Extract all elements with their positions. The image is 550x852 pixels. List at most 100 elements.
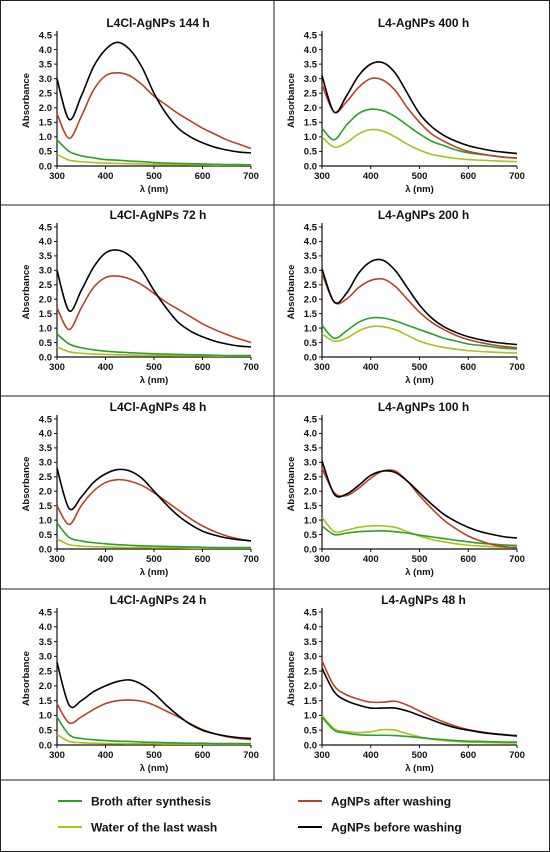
x-tick-label: 400 [363,362,379,373]
y-tick-label: 3.0 [304,652,317,663]
series-line-after [321,467,518,549]
x-tick-label: 300 [314,171,330,182]
x-axis-title: λ (nm) [140,184,169,195]
chart-panel: L4Cl-AgNPs 144 h 0.0 0.5 1.0 1.5 2.0 2.5 3.0 3.5… [21,16,259,195]
x-tick-label: 500 [412,171,428,182]
x-tick-label: 500 [412,362,428,373]
series-line-water [321,516,518,549]
chart-title: L4-AgNPs 400 h [378,16,469,30]
y-axis-title: Absorbance [286,265,297,320]
y-tick-label: 1.0 [39,132,52,143]
series-line-broth [56,333,251,357]
y-tick-label: 3.0 [39,74,52,85]
y-tick-label: 3.5 [39,59,53,70]
x-axis-title: λ (nm) [405,184,434,195]
y-tick-label: 3.5 [304,251,318,262]
y-axis-title: Absorbance [21,457,32,512]
series-line-after [321,77,518,159]
y-tick-label: 2.0 [39,487,52,498]
x-tick-label: 700 [243,171,259,182]
x-tick-label: 400 [98,171,114,182]
y-tick-label: 1.5 [39,118,53,129]
x-axis-title: λ (nm) [405,763,434,774]
x-tick-label: 300 [314,362,330,373]
y-tick-label: 1.0 [39,515,52,526]
y-tick-label: 0.5 [304,726,318,737]
y-tick-label: 2.5 [39,666,53,677]
y-tick-label: 4.0 [304,237,317,248]
x-tick-label: 400 [98,750,114,761]
legend-label: AgNPs after washing [331,794,451,808]
chart-panel: L4Cl-AgNPs 24 h 0.0 0.5 1.0 1.5 2.0 2.5 3.0 3.5 4… [21,593,259,774]
y-tick-label: 3.5 [304,443,318,454]
y-tick-label: 2.0 [39,681,52,692]
legend-item-water: Water of the last wash [58,820,217,834]
x-tick-label: 500 [412,750,428,761]
chart-title: L4Cl-AgNPs 72 h [110,208,207,222]
y-tick-label: 0.5 [39,338,53,349]
series-line-before [321,61,518,155]
y-tick-label: 4.0 [304,429,317,440]
y-tick-label: 4.5 [304,222,318,233]
legend: Broth after synthesis AgNPs after washing… [58,794,462,834]
y-tick-label: 0.0 [39,352,52,363]
x-tick-label: 500 [146,171,162,182]
y-tick-label: 0.0 [39,740,52,751]
series-line-water [321,714,518,744]
y-axis-title: Absorbance [21,265,32,320]
y-tick-label: 4.5 [304,30,318,41]
x-tick-label: 300 [314,554,330,565]
series-line-before [321,258,518,346]
x-tick-label: 300 [49,554,65,565]
x-tick-label: 500 [146,362,162,373]
x-tick-label: 300 [314,750,330,761]
series-line-after [321,272,518,349]
series-line-broth [56,139,252,166]
y-tick-label: 4.0 [304,45,317,56]
y-axis-title: Absorbance [21,73,32,128]
y-tick-label: 2.0 [304,103,317,114]
y-tick-label: 4.0 [39,622,52,633]
y-tick-label: 3.0 [304,74,317,85]
x-tick-label: 300 [49,362,65,373]
series-line-after [321,660,518,737]
x-axis-title: λ (nm) [405,567,434,578]
legend-label: Broth after synthesis [91,794,211,808]
y-tick-label: 2.0 [304,487,317,498]
x-tick-label: 600 [460,362,476,373]
x-tick-label: 400 [363,171,379,182]
chart-panel: L4Cl-AgNPs 72 h 0.0 0.5 1.0 1.5 2.0 2.5 3.0 3.5 4… [21,208,259,386]
y-tick-label: 3.5 [39,443,53,454]
y-tick-label: 2.0 [39,103,52,114]
x-axis-title: λ (nm) [405,375,434,386]
y-tick-label: 3.0 [304,458,317,469]
y-tick-label: 1.0 [304,323,317,334]
x-tick-label: 400 [363,554,379,565]
y-tick-label: 3.5 [304,637,318,648]
y-tick-label: 0.5 [304,147,318,158]
y-tick-label: 1.5 [304,309,318,320]
series-line-broth [321,525,518,547]
y-tick-label: 1.0 [304,132,317,143]
y-tick-label: 1.0 [304,515,317,526]
x-tick-label: 600 [195,362,211,373]
y-tick-label: 0.0 [39,161,52,172]
y-axis-title: Absorbance [286,73,297,128]
y-tick-label: 0.5 [39,147,53,158]
y-tick-label: 3.0 [39,266,52,277]
chart-panel: L4-AgNPs 48 h 0.0 0.5 1.0 1.5 2.0 2.5 3.0 3.5 4.0… [286,593,525,774]
x-tick-label: 600 [460,171,476,182]
y-tick-label: 1.5 [304,501,318,512]
y-tick-label: 4.5 [304,414,318,425]
x-tick-label: 500 [146,554,162,565]
y-tick-label: 4.0 [39,45,52,56]
x-tick-label: 700 [243,362,259,373]
chart-panel: L4-AgNPs 400 h 0.0 0.5 1.0 1.5 2.0 2.5 3.0 3.5 4.… [286,16,525,195]
y-tick-label: 0.0 [39,544,52,555]
series-line-after [56,478,252,542]
series-line-water [321,128,518,163]
y-tick-label: 1.5 [39,309,53,320]
x-tick-label: 700 [509,362,525,373]
